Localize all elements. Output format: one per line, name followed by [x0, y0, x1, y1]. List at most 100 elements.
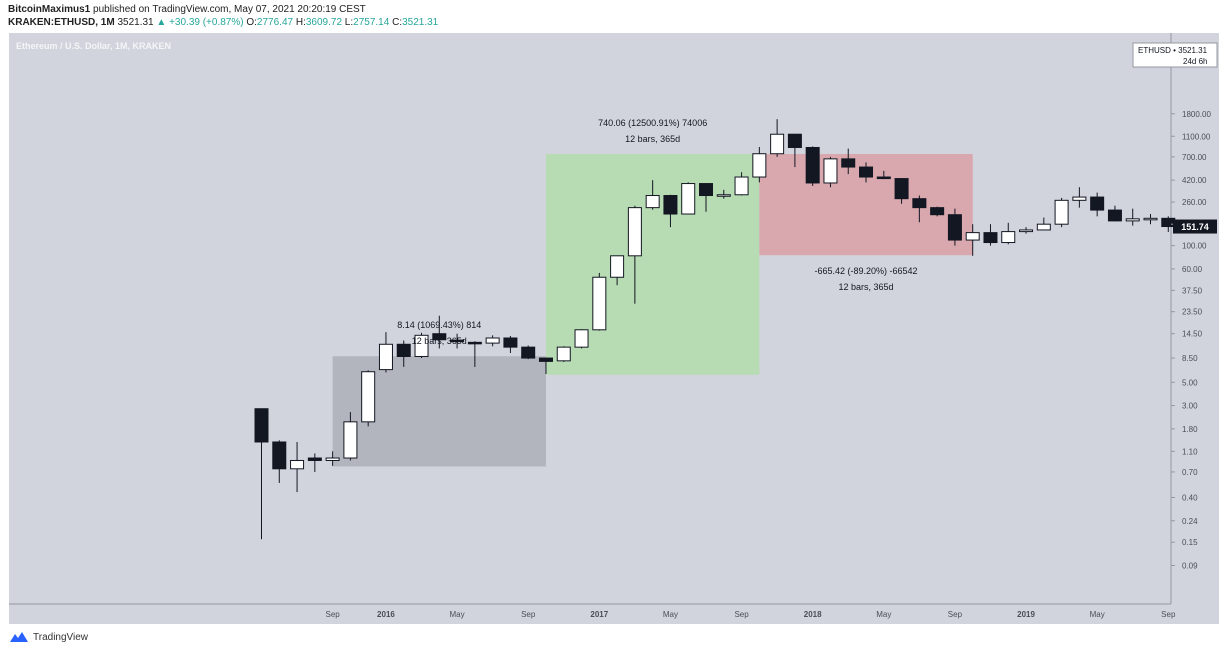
candle-body: [290, 459, 305, 470]
price-tick-label: 0.09: [1182, 562, 1198, 571]
price-tick-label: 100.00: [1182, 242, 1207, 251]
time-axis-label: Sep: [734, 610, 749, 619]
price-tick-label: 0.40: [1182, 493, 1198, 502]
price-tick-label: 1.10: [1182, 447, 1198, 456]
candle-body: [930, 207, 945, 216]
last-price: 3521.31: [117, 17, 154, 28]
candle-body: [538, 357, 553, 362]
price-tick-label: 60.00: [1182, 265, 1203, 274]
author-name[interactable]: BitcoinMaximus1: [8, 4, 91, 15]
price-tick-label: 14.50: [1182, 330, 1203, 339]
high-label: H:: [295, 17, 306, 28]
candle-body: [414, 334, 429, 357]
candle-body: [1125, 218, 1140, 222]
price-tick-label: 5.00: [1182, 378, 1198, 387]
up-arrow-icon: ▲: [156, 17, 167, 28]
price-tick-label: 1800.00: [1182, 110, 1211, 119]
candle-body: [1161, 217, 1176, 228]
candle-body: [876, 176, 891, 180]
candle-body: [450, 339, 465, 343]
publish-info: BitcoinMaximus1 published on TradingView…: [8, 4, 366, 15]
candle-body: [272, 441, 287, 470]
candle-body: [947, 214, 962, 241]
time-axis-label: 2017: [590, 610, 608, 619]
candle-body: [805, 146, 820, 184]
candle-body: [396, 343, 411, 357]
measure-label-green: 740.06 (12500.91%) 74006: [598, 118, 707, 128]
candle-body: [1090, 196, 1105, 211]
measure-label-red: -665.42 (-89.20%) -66542: [814, 266, 917, 276]
time-axis-label: 2019: [1017, 610, 1035, 619]
time-axis-label: Sep: [326, 610, 341, 619]
price-tick-label: 700.00: [1182, 153, 1207, 162]
candle-body: [432, 333, 447, 341]
candle-body: [859, 166, 874, 178]
price-tick-label: 8.50: [1182, 354, 1198, 363]
price-tick-label: 1100.00: [1182, 132, 1211, 141]
candle-body: [467, 341, 482, 345]
measure-label-gray: 8.14 (1069.43%) 814: [397, 320, 481, 330]
symbol-price-tag-text: ETHUSD • 3521.31: [1138, 46, 1208, 55]
candle-body: [716, 194, 731, 197]
measure-sublabel-green: 12 bars, 365d: [625, 134, 680, 144]
open-value: 2776.47: [256, 17, 294, 28]
candle-body: [378, 343, 393, 371]
price-axis-area: [1171, 33, 1219, 624]
time-axis-label: Sep: [521, 610, 536, 619]
close-value: 3521.31: [402, 17, 439, 28]
price-tick-label: 0.15: [1182, 538, 1198, 547]
candle-body: [254, 408, 269, 443]
low-label: L:: [344, 17, 354, 28]
candle-body: [1001, 231, 1016, 244]
candle-body: [610, 255, 625, 278]
candle-body: [627, 207, 642, 257]
price-tick-label: 260.00: [1182, 198, 1207, 207]
price-tick-label: 23.50: [1182, 308, 1203, 317]
measure-sublabel-red: 12 bars, 365d: [838, 282, 893, 292]
candle-body: [1019, 229, 1034, 233]
candle-body: [894, 178, 909, 200]
time-axis-label: Sep: [1161, 610, 1176, 619]
candle-body: [1107, 209, 1122, 222]
candle-body: [307, 457, 322, 461]
candle-body: [361, 371, 376, 423]
candle-body: [521, 346, 536, 359]
candle-body: [734, 176, 749, 196]
candle-body: [983, 232, 998, 244]
footer-brand[interactable]: TradingView: [33, 631, 89, 643]
time-axis-label: May: [1090, 610, 1105, 619]
high-value: 3609.72: [305, 17, 343, 28]
measure-sublabel-gray: 12 bars, 365d: [412, 336, 467, 346]
time-axis-label: May: [663, 610, 678, 619]
chart-watermark: Ethereum / U.S. Dollar, 1M, KRAKEN: [16, 41, 171, 51]
candle-body: [325, 457, 340, 461]
candle-body: [965, 232, 980, 241]
bar-countdown: 24d 6h: [1183, 57, 1207, 66]
tradingview-logo-icon: [10, 632, 28, 642]
time-axis-label: May: [876, 610, 891, 619]
candle-body: [912, 198, 927, 209]
price-tick-label: 0.70: [1182, 468, 1198, 477]
candle-body: [681, 183, 696, 215]
candle-body: [770, 133, 785, 155]
price-tick-label: 3.00: [1182, 402, 1198, 411]
price-tick-label: 0.24: [1182, 517, 1198, 526]
symbol-price-tag: [1132, 42, 1218, 68]
time-axis-area: [9, 604, 1171, 624]
candle-body: [343, 421, 358, 459]
close-label: C:: [392, 17, 403, 28]
low-value: 2757.14: [353, 17, 390, 28]
candle-body: [841, 158, 856, 168]
symbol-label: KRAKEN:ETHUSD, 1M: [8, 17, 115, 28]
candle-body: [752, 153, 767, 178]
candle-body: [1036, 223, 1051, 231]
price-change: +30.39 (+0.87%): [169, 17, 244, 28]
last-price-tag: [1173, 219, 1217, 234]
price-tick-label: 37.50: [1182, 286, 1203, 295]
open-label: O:: [246, 17, 257, 28]
candle-body: [645, 195, 660, 209]
time-axis-label: Sep: [948, 610, 963, 619]
ohlc-legend: KRAKEN:ETHUSD, 1M 3521.31 ▲ +30.39 (+0.8…: [8, 17, 438, 28]
footer: TradingView: [9, 631, 88, 643]
